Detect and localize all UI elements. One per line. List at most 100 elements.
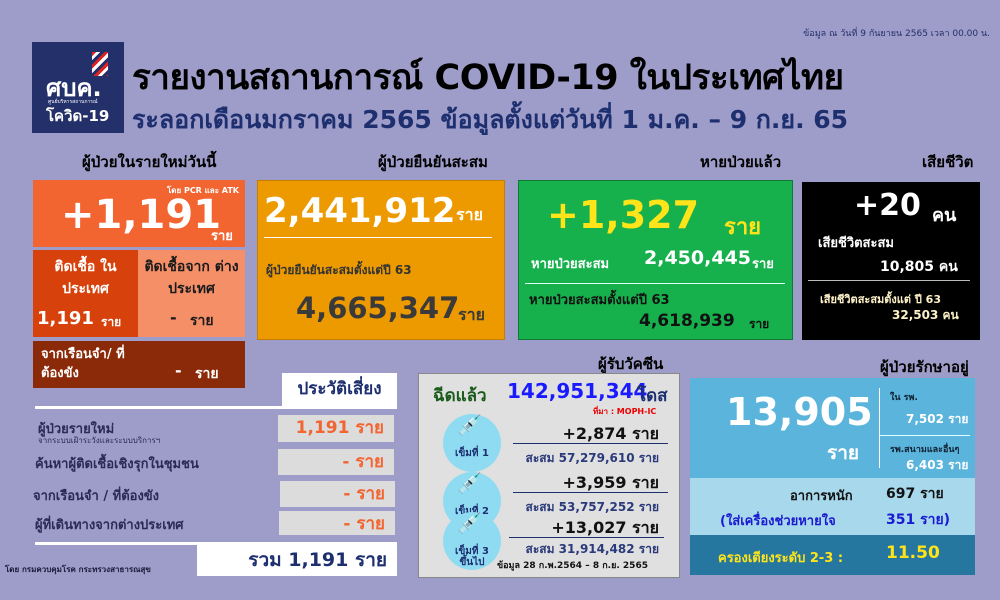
new-cases-unit: ราย: [211, 229, 233, 244]
abroad-card: ติดเชื้อจาก ต่างประเทศ - ราย: [138, 250, 245, 337]
treatment-card: 13,905 ราย ใน รพ. 7,502 ราย รพ.สนามและอื…: [690, 378, 975, 478]
deaths-cum-label: เสียชีวิตสะสม: [818, 236, 894, 251]
risk-row-value: 1,191 ราย: [278, 415, 394, 442]
severe-card: อาการหนัก 697 ราย (ใส่เครื่องช่วยหายใจ 3…: [690, 478, 975, 535]
domestic-label: ติดเชื้อ ในประเทศ: [54, 259, 117, 297]
divider: [879, 388, 880, 468]
new-cases-heading: ผู้ป่วยในรายใหม่วันนี้: [82, 153, 217, 171]
vaccine-card: ฉีดแล้ว 142,951,344 โดส ที่มา : MOPH-IC …: [418, 373, 680, 578]
risk-row-label: ค้นหาผู้ติดเชื้อเชิงรุกในชุมชน: [35, 457, 199, 472]
divider: [880, 435, 970, 436]
divider: [513, 492, 668, 493]
logo: ศบค. ศูนย์บริหารสถานการณ์ โควิด-19: [32, 42, 124, 133]
treatment-heading: ผู้ป่วยรักษาอยู่: [880, 358, 969, 376]
treatment-value: 13,905: [726, 390, 873, 434]
field-hospital-value: 6,403 ราย: [906, 458, 969, 472]
recovered-cum-label: หายป่วยสะสม: [531, 257, 610, 272]
vaccine-period: ข้อมูล 28 ก.พ.2564 – 8 ก.ย. 2565: [497, 561, 648, 571]
deaths-heading: เสียชีวิต: [922, 153, 974, 171]
dose-daily: +3,959 ราย: [562, 473, 659, 492]
risk-row-value: - ราย: [280, 481, 395, 507]
dose-label: เข็มที่ 1: [455, 448, 489, 459]
prison-label: จากเรือนจำ/ ที่ต้องขัง: [41, 347, 125, 381]
recovered-cum-value: 2,450,445: [644, 247, 751, 269]
recovered-value: +1,327: [547, 193, 700, 237]
vaccine-given-unit: โดส: [637, 386, 668, 406]
dose-daily: +2,874 ราย: [562, 424, 659, 443]
divider: [513, 443, 668, 444]
confirmed-unit: ราย: [456, 205, 483, 224]
syringe-icon: 💉: [457, 413, 482, 437]
divider: [509, 537, 664, 538]
prison-value: -: [175, 361, 182, 380]
domestic-value: 1,191: [37, 308, 94, 329]
new-cases-value: +1,191: [61, 192, 222, 238]
severe-label: อาการหนัก: [790, 489, 853, 504]
syringe-icon: 💉: [457, 511, 482, 535]
logo-sub: ศูนย์บริหารสถานการณ์: [48, 99, 98, 105]
abroad-unit: ราย: [190, 313, 214, 329]
page-subtitle: ระลอกเดือนมกราคม 2565 ข้อมูลตั้งแต่วันที…: [132, 105, 849, 134]
hospital-value: 7,502 ราย: [906, 412, 969, 426]
confirmed-card: 2,441,912 ราย ผู้ป่วยยืนยันสะสมตั้งแต่ปี…: [257, 180, 505, 340]
divider: [35, 406, 397, 409]
domestic-unit: ราย: [101, 315, 122, 329]
confirmed-value: 2,441,912: [264, 191, 456, 231]
dose-label: เข็มที่ 3 ขึ้นไป: [455, 546, 489, 568]
risk-heading: ประวัติเสี่ยง: [282, 373, 397, 406]
flag-icon: [92, 52, 108, 76]
abroad-label: ติดเชื้อจาก ต่างประเทศ: [144, 259, 239, 297]
recovered-since-label: หายป่วยสะสมตั้งแต่ปี 63: [529, 293, 670, 308]
risk-row-sublabel: จากระบบเฝ้าระวังและระบบบริการฯ: [38, 436, 161, 445]
deaths-unit: คน: [932, 205, 957, 226]
dose-cum: สะสม 53,757,252 ราย: [525, 500, 660, 514]
divider: [808, 280, 970, 281]
confirmed-since-label: ผู้ป่วยยืนยันสะสมตั้งแต่ปี 63: [266, 263, 412, 277]
recovered-card: +1,327 ราย หายป่วยสะสม 2,450,445 ราย หาย…: [518, 180, 793, 340]
prison-card: จากเรือนจำ/ ที่ต้องขัง - ราย: [33, 341, 245, 388]
confirmed-since-value: 4,665,347: [296, 291, 460, 325]
risk-row-value: - ราย: [278, 449, 394, 475]
hospital-label: ใน รพ.: [890, 393, 918, 403]
vaccine-source: ที่มา : MOPH-IC: [593, 407, 657, 416]
ventilator-label: (ใส่เครื่องช่วยหายใจ: [720, 514, 836, 529]
recovered-heading: หายป่วยแล้ว: [700, 153, 782, 171]
dose-1-badge: 💉 เข็มที่ 1: [443, 414, 501, 472]
recovered-unit: ราย: [724, 215, 762, 240]
severe-value: 697 ราย: [886, 486, 944, 502]
deaths-cum-value: 10,805 คน: [880, 259, 958, 275]
vaccine-given-value: 142,951,344: [507, 379, 648, 403]
prison-unit: ราย: [195, 366, 219, 382]
dose-cum: สะสม 57,279,610 ราย: [525, 451, 660, 465]
deaths-value: +20: [854, 188, 921, 223]
recovered-since-value: 4,618,939: [639, 311, 735, 331]
deaths-card: +20 คน เสียชีวิตสะสม 10,805 คน เสียชีวิต…: [802, 182, 980, 340]
deaths-since-value: 32,503 คน: [892, 308, 959, 322]
dose-daily: +13,027 ราย: [551, 518, 659, 537]
dose-label: เข็มที่ 2: [455, 506, 489, 517]
dose-cum: สะสม 31,914,482 ราย: [525, 542, 660, 556]
risk-total: รวม 1,191 ราย: [197, 545, 397, 576]
source-note: โดย กรมควบคุมโรค กระทรวงสาธารณสุข: [5, 565, 151, 574]
vaccine-heading: ผู้รับวัคซีน: [598, 355, 664, 373]
divider: [35, 542, 397, 545]
new-cases-card: โดย PCR และ ATK +1,191 ราย: [33, 180, 245, 247]
logo-text: ศบค.: [46, 74, 102, 102]
bed-occupancy-label: ครองเตียงระดับ 2-3 :: [718, 551, 844, 566]
syringe-icon: 💉: [457, 471, 482, 495]
abroad-value: -: [170, 308, 177, 327]
vaccine-given-label: ฉีดแล้ว: [433, 386, 487, 406]
confirmed-since-unit: ราย: [458, 305, 485, 324]
risk-row-label: ผู้ป่วยรายใหม่: [38, 422, 115, 437]
risk-row-value: - ราย: [279, 511, 395, 535]
field-hospital-label: รพ.สนามและอื่นๆ: [890, 445, 960, 455]
page-title: รายงานสถานการณ์ COVID-19 ในประเทศไทย: [132, 58, 844, 98]
confirmed-heading: ผู้ป่วยยืนยันสะสม: [378, 153, 488, 171]
risk-row-label: จากเรือนจำ / ที่ต้องขัง: [33, 489, 160, 504]
divider: [264, 237, 492, 238]
as-of-date: ข้อมูล ณ วันที่ 9 กันยายน 2565 เวลา 00.0…: [803, 29, 990, 39]
domestic-card: ติดเชื้อ ในประเทศ 1,191 ราย: [33, 250, 138, 337]
risk-row-label: ผู้ที่เดินทางจากต่างประเทศ: [35, 518, 184, 533]
logo-main: โควิด-19: [46, 107, 110, 125]
recovered-cum-unit: ราย: [752, 257, 774, 272]
